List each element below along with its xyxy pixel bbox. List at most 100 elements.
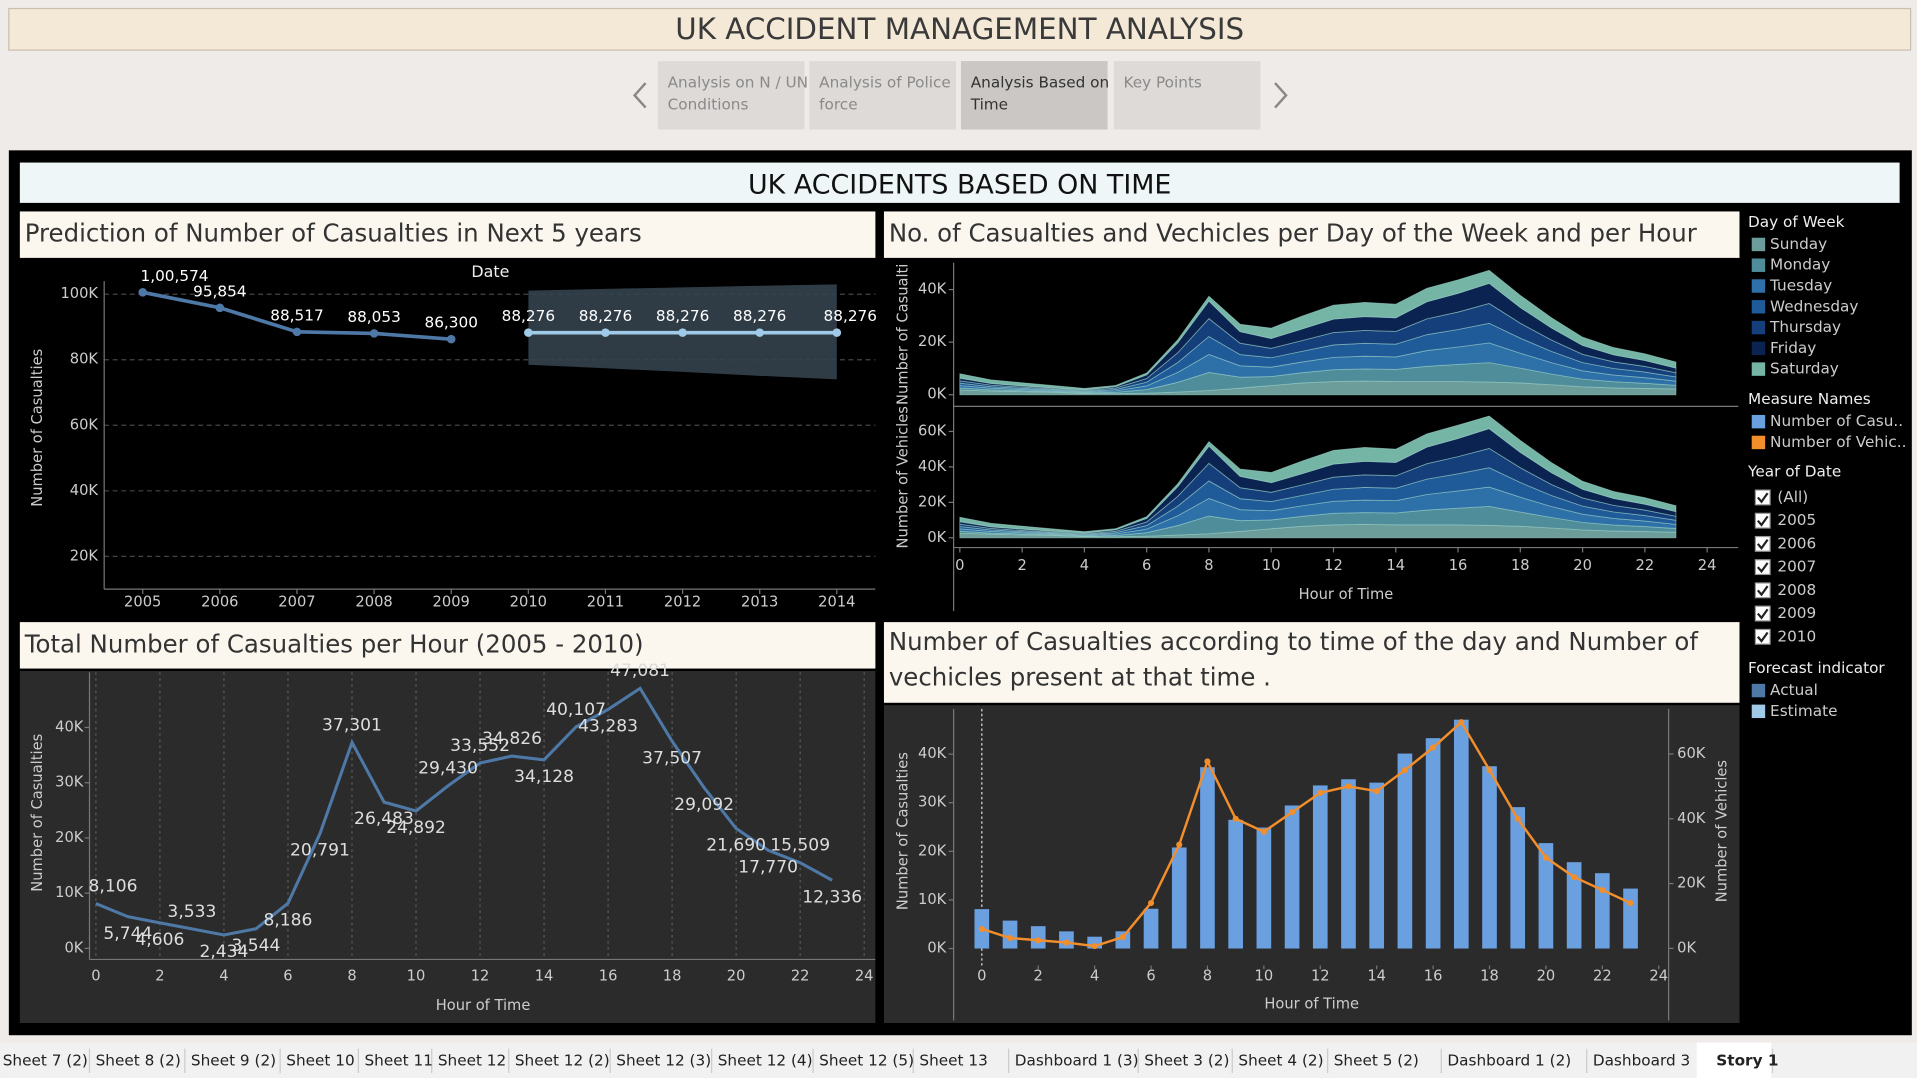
sheet-tab[interactable]: Sheet 12 (3) xyxy=(616,1051,711,1069)
checkbox[interactable] xyxy=(1754,559,1771,576)
x-axis-title: Date xyxy=(471,262,509,281)
filter-option[interactable]: 2010 xyxy=(1777,627,1816,645)
legend-swatch[interactable] xyxy=(1751,414,1766,429)
value-label: 40,107 xyxy=(546,700,606,720)
x-tick-label: 8 xyxy=(347,968,356,985)
story-point[interactable] xyxy=(657,61,805,130)
checkmark xyxy=(1756,538,1769,550)
point xyxy=(1147,899,1155,907)
value-label: 24,892 xyxy=(386,818,446,838)
legend-swatch[interactable] xyxy=(1751,362,1766,376)
checkbox[interactable] xyxy=(1754,512,1771,529)
sheet-tab[interactable]: Sheet 11 xyxy=(365,1051,433,1069)
value-label: 34,826 xyxy=(482,729,542,749)
sheet-tab[interactable]: Dashboard 1 (2) xyxy=(1447,1051,1571,1069)
sheet-tab[interactable]: Sheet 12 (5) xyxy=(819,1051,914,1069)
legend-label[interactable]: Number of Vehic.. xyxy=(1770,433,1906,451)
value-label: 2,434 xyxy=(199,942,248,962)
y-tick-label: 40K xyxy=(70,482,99,499)
legend-label[interactable]: Tuesday xyxy=(1769,277,1832,295)
legend-label[interactable]: Friday xyxy=(1770,339,1816,357)
x-tick-label: 4 xyxy=(1090,968,1099,985)
sheet-tab[interactable]: Story 1 xyxy=(1716,1051,1778,1069)
legend-swatch[interactable] xyxy=(1751,320,1766,335)
story-point-label: Analysis Based on xyxy=(971,74,1109,92)
sheet-tab[interactable]: Sheet 3 (2) xyxy=(1144,1051,1229,1069)
story-point[interactable] xyxy=(1113,61,1261,130)
legend-label[interactable]: Sunday xyxy=(1770,235,1827,253)
sheet-tab[interactable]: Sheet 9 (2) xyxy=(191,1051,276,1069)
legend-swatch[interactable] xyxy=(1751,341,1766,356)
filter-option[interactable]: (All) xyxy=(1777,488,1808,506)
x-tick-label: 2010 xyxy=(510,594,547,611)
legend-label[interactable]: Thursday xyxy=(1769,318,1841,336)
filter-option[interactable]: 2006 xyxy=(1777,534,1816,552)
checkbox[interactable] xyxy=(1754,582,1771,599)
story-point[interactable] xyxy=(809,61,957,130)
next-arrow[interactable] xyxy=(1274,82,1288,109)
legend-label[interactable]: Actual xyxy=(1770,681,1818,699)
legend-swatch[interactable] xyxy=(1751,258,1766,272)
legend-swatch[interactable] xyxy=(1751,704,1766,719)
point xyxy=(1627,899,1634,907)
sheet-tab[interactable]: Sheet 8 (2) xyxy=(96,1051,181,1069)
legend-swatch[interactable] xyxy=(1751,279,1766,293)
checkbox[interactable] xyxy=(1754,535,1771,552)
x-tick-label: 2009 xyxy=(433,594,470,611)
legend-swatch[interactable] xyxy=(1751,435,1766,450)
x-tick-label: 20 xyxy=(727,968,746,985)
sheet-tab[interactable]: Dashboard 1 (3) xyxy=(1015,1051,1139,1069)
sheet-tab[interactable]: Sheet 10 xyxy=(286,1051,354,1069)
point xyxy=(755,328,764,337)
checkbox[interactable] xyxy=(1754,489,1771,506)
sheet-tab[interactable]: Sheet 12 (2) xyxy=(515,1051,610,1069)
legend-swatch[interactable] xyxy=(1751,300,1766,314)
legend-swatch[interactable] xyxy=(1751,683,1766,698)
prev-arrow[interactable] xyxy=(632,82,647,109)
sheet-tab[interactable]: Sheet 12 (4) xyxy=(718,1051,813,1069)
bar xyxy=(1228,819,1243,949)
point xyxy=(1232,815,1239,822)
bar xyxy=(1453,719,1469,949)
x-axis-title: Hour of Time xyxy=(436,997,531,1014)
x-tick-label: 6 xyxy=(283,968,292,985)
filter-option[interactable]: 2009 xyxy=(1777,604,1816,622)
checkmark xyxy=(1756,608,1769,620)
legend-label[interactable]: Wednesday xyxy=(1770,297,1858,315)
filter-option[interactable]: 2005 xyxy=(1777,511,1816,529)
legend-swatch[interactable] xyxy=(1751,237,1766,252)
filter-option[interactable]: 2007 xyxy=(1777,558,1816,576)
filter-option[interactable]: 2008 xyxy=(1777,581,1816,599)
point xyxy=(1119,933,1126,941)
x-tick-label: 16 xyxy=(1449,557,1468,574)
sheet-tab[interactable]: Dashboard 3 xyxy=(1593,1051,1690,1069)
legend-label[interactable]: Number of Casu.. xyxy=(1770,412,1903,430)
checkbox[interactable] xyxy=(1754,605,1771,622)
value-label: 88,053 xyxy=(347,308,400,326)
story-point-label: Conditions xyxy=(668,96,749,114)
story-point[interactable] xyxy=(960,61,1108,130)
x-tick-label: 2 xyxy=(1017,557,1026,574)
sheet-tab[interactable]: Sheet 5 (2) xyxy=(1334,1051,1419,1069)
legend-label[interactable]: Monday xyxy=(1770,256,1830,274)
value-label: 88,276 xyxy=(579,307,632,325)
x-tick-label: 2012 xyxy=(664,594,701,611)
sheet-tab[interactable]: Sheet 4 (2) xyxy=(1238,1051,1323,1069)
checkmark xyxy=(1756,631,1769,643)
value-label: 29,092 xyxy=(674,795,734,815)
checkbox[interactable] xyxy=(1754,628,1771,645)
point xyxy=(1035,937,1042,944)
point xyxy=(978,925,985,932)
point xyxy=(446,334,456,344)
sheet-tab[interactable]: Sheet 13 xyxy=(919,1051,987,1069)
bar xyxy=(1425,738,1441,949)
x-tick-label: 14 xyxy=(1367,968,1386,985)
legend-label[interactable]: Saturday xyxy=(1770,360,1839,378)
x-tick-label: 2 xyxy=(1034,968,1043,985)
sheet-tab[interactable]: Sheet 7 (2) xyxy=(3,1051,88,1069)
legend-label[interactable]: Estimate xyxy=(1770,702,1837,720)
y2-tick-label: 0K xyxy=(1677,939,1696,956)
sheet-tab[interactable]: Sheet 12 xyxy=(438,1051,506,1069)
y-axis-title: Number of Vehicles xyxy=(895,406,912,548)
value-label: 8,106 xyxy=(89,877,138,897)
